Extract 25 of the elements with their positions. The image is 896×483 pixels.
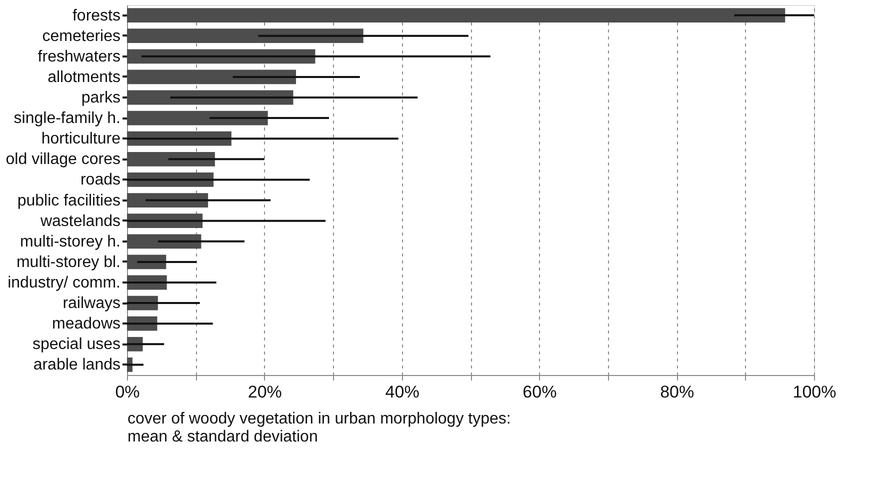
y-tick-label: public facilities <box>17 192 120 210</box>
y-tick-label: industry/ comm. <box>8 274 120 292</box>
y-tick-label: horticulture <box>41 130 121 148</box>
y-tick-label: cemeteries <box>42 28 120 45</box>
y-tick-label: arable lands <box>33 356 120 374</box>
y-tick-label: parks <box>81 90 120 106</box>
y-tick-label: freshwaters <box>38 48 120 66</box>
y-tick-label: allotments <box>48 68 120 86</box>
y-tick-label: old village cores <box>6 151 120 168</box>
x-tick-label: 20% <box>248 382 282 402</box>
x-axis-title: cover of woody vegetation in urban morphology types: mean & standard deviation <box>128 410 511 446</box>
x-tick-label: 0% <box>115 382 140 402</box>
x-tick-label: 40% <box>385 382 420 402</box>
y-tick-label: multi-storey bl. <box>16 254 120 271</box>
y-tick-label: roads <box>80 172 120 189</box>
y-tick-label: multi-storey h. <box>20 233 120 250</box>
x-tick-label: 100% <box>792 382 836 402</box>
y-tick-label: special uses <box>32 336 120 354</box>
y-tick-label: single-family h. <box>14 110 120 128</box>
y-tick-label: meadows <box>52 316 120 333</box>
y-tick-label: forests <box>72 7 120 24</box>
y-tick-label: wastelands <box>39 212 120 230</box>
x-tick-label: 80% <box>660 382 694 402</box>
y-tick-label: railways <box>62 295 120 312</box>
x-tick-label: 60% <box>522 382 557 402</box>
